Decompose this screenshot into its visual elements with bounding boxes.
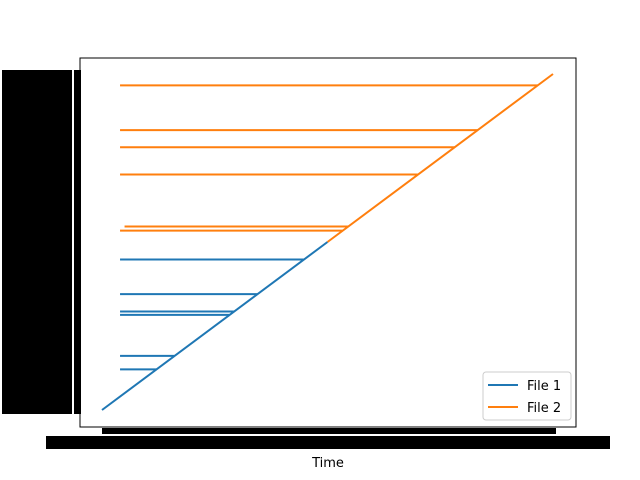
x-tick-labels xyxy=(46,428,610,449)
file-1-diagonal xyxy=(101,241,329,411)
x-tick-label-block xyxy=(46,436,610,449)
legend-label-file-1: File 1 xyxy=(527,379,561,394)
y-tick-label-block xyxy=(2,70,72,414)
legend: File 1 File 2 xyxy=(482,371,572,421)
legend-label-file-2: File 2 xyxy=(527,401,561,416)
series-file-2 xyxy=(120,73,554,243)
file-2-diagonal xyxy=(326,73,554,243)
series-file-1 xyxy=(101,241,329,411)
x-axis-label: Time xyxy=(311,456,344,471)
x-tick-marks xyxy=(102,428,556,434)
y-tick-marks xyxy=(74,70,81,414)
y-tick-labels xyxy=(2,70,81,414)
series-layer xyxy=(101,73,554,411)
plot-area-frame xyxy=(79,57,577,428)
